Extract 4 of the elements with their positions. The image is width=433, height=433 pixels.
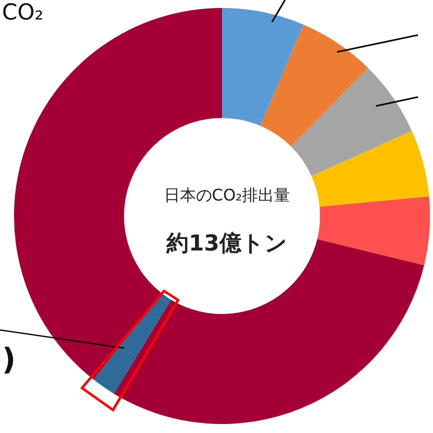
text: 日本のCO₂排出量 [164,186,290,204]
text: 約13億トン [166,232,288,256]
text: ) [2,342,16,378]
text: CO₂ [2,0,44,26]
